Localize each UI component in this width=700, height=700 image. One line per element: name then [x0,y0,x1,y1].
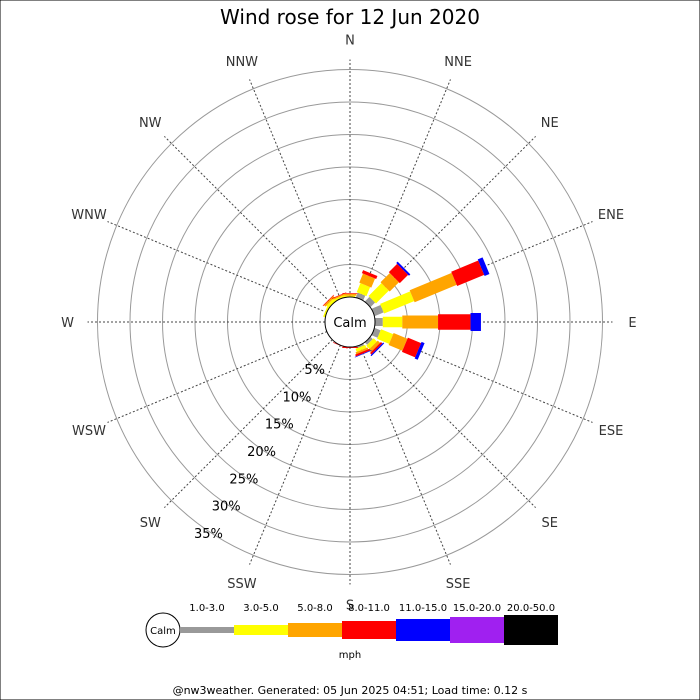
chart-title: Wind rose for 12 Jun 2020 [220,5,480,29]
legend-swatch [396,619,450,641]
bar-segment-ene-1 [380,291,415,314]
direction-labels: N NNE NE ENE E ESE SE SSE S SSW SW WSW W WNW NW NNW [61,34,637,614]
bar-segment-se-3 [370,342,383,355]
direction-label: NNE [444,55,472,70]
bar-segment-ne-0 [364,296,376,308]
direction-label: ENE [598,208,624,223]
bar-segment-se-0 [364,336,373,345]
direction-label: W [61,316,74,331]
bar-segment-ene-3 [451,260,485,287]
calm-label: Calm [333,316,366,331]
bar-segment-nne-1 [356,283,371,297]
bar-segment-ese-4 [414,341,425,360]
legend-label: 11.0-15.0 [399,603,447,614]
grid-spoke [372,221,593,313]
direction-label: N [345,34,355,49]
bar-segment-nw-1 [326,298,337,309]
grid [87,59,613,585]
legend-unit: mph [339,650,361,661]
direction-label: NW [139,116,162,131]
grid-spoke [359,344,451,565]
direction-label: S [346,599,354,614]
ring-label: 25% [229,472,258,487]
calm-circle [324,296,376,348]
calm-center: Calm [324,296,376,348]
legend-swatch [342,621,396,639]
legend-label: 20.0-50.0 [507,603,555,614]
grid-spoke [107,221,328,313]
footer-text: @nw3weather. Generated: 05 Jun 2025 04:5… [173,684,528,697]
speed-legend: Calm 1.0-3.0 3.0-5.0 5.0-8.0 8.0-11.0 11.0-1… [145,603,558,661]
bar-segment-ese-1 [377,329,394,344]
direction-label: E [628,316,636,331]
grid-spoke [367,339,536,508]
bars [322,257,490,360]
ring-label: 30% [212,500,241,515]
bar-segment-nne-3 [361,270,378,280]
bar-segment-ene-4 [477,257,490,276]
bar-segment-sse-1 [355,344,367,352]
ring-label: 20% [247,445,276,460]
legend-items: 1.0-3.0 3.0-5.0 5.0-8.0 8.0-11.0 11.0-15.0 15… [180,603,558,645]
direction-label: NE [541,116,559,131]
direction-label: WNW [71,208,107,223]
legend-calm-label: Calm [150,626,176,637]
legend-label: 3.0-5.0 [243,603,278,614]
bar-segment-nne-0 [355,292,366,301]
direction-label: SE [542,516,558,531]
grid-spoke [249,344,341,565]
legend-label: 8.0-11.0 [348,603,390,614]
legend-swatch [450,617,504,643]
grid-ring [97,69,603,575]
grid-spoke [249,79,341,300]
bar-segment-ene-0 [371,305,384,317]
grid-spoke [367,136,536,305]
grid-spoke [359,79,451,300]
direction-label: WSW [72,424,106,439]
bar-segment-nne-2 [359,273,376,288]
grid-spoke [164,339,333,508]
grid-spoke [372,331,593,423]
direction-label: ESE [599,424,624,439]
legend-label: 5.0-8.0 [297,603,332,614]
bar-segment-se-4 [370,342,385,357]
bar-segment-ne-2 [380,273,399,292]
direction-label: NNW [226,55,258,70]
ring-label: 35% [194,527,223,542]
legend-swatch [234,625,288,635]
ring-label: 10% [283,390,312,405]
bar-segment-ese-0 [371,327,381,338]
bar-segment-ene-2 [409,272,457,303]
legend-swatch [180,627,234,633]
bar-segment-ne-1 [368,283,389,304]
ring-labels: 5% 10% 15% 20% 25% 30% 35% [194,363,325,542]
direction-label: SW [140,516,161,531]
legend-label: 1.0-3.0 [189,603,224,614]
bar-segment-nw-2 [324,296,335,307]
bar-segment-ne-4 [396,261,411,276]
legend-swatch [504,615,558,645]
grid-ring [162,134,538,510]
direction-label: SSE [446,577,471,592]
bar-segment-se-1 [366,338,377,349]
legend-swatch [288,623,342,637]
bar-segment-ese-3 [401,337,422,358]
ring-label: 15% [265,418,294,433]
bar-segment-sse-2 [355,347,369,355]
bar-segment-se-2 [368,340,381,353]
bar-segment-sse-3 [355,348,371,357]
ring-label: 5% [304,363,325,378]
direction-label: SSW [227,577,257,592]
grid-ring [129,101,571,543]
legend-label: 15.0-20.0 [453,603,501,614]
bar-segment-ese-2 [388,333,408,351]
grid-spoke [107,331,328,423]
grid-spoke [164,136,333,305]
bar-segment-ne-3 [388,263,409,284]
